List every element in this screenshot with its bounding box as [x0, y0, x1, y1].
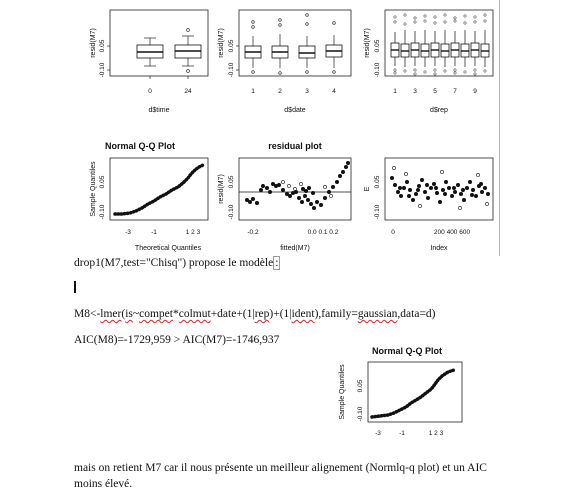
formula-part: is — [125, 308, 133, 320]
conclusion-paragraph: mais on retient M7 car il nous présente … — [74, 462, 487, 490]
residual-points — [245, 161, 350, 210]
y-axis-label: Sample Quantiles — [90, 161, 97, 217]
plot-frame — [367, 361, 463, 423]
plot-frame — [238, 9, 352, 77]
date-boxes — [244, 13, 343, 75]
x-axis-label: d$date — [284, 107, 306, 114]
plot-frame — [238, 157, 352, 221]
x-tick-label: 7 — [453, 88, 457, 95]
x-tick-label: 2 — [278, 88, 282, 95]
y-axis-label: resid(M7) — [90, 28, 97, 58]
residual-plot-panel: residual plot resid(M7) 0.05 -0.10 -0.2 … — [213, 130, 356, 258]
plot-title: Normal Q-Q Plot — [372, 346, 442, 356]
formula-part: M8<- — [74, 308, 101, 320]
boxplot-rep-panel: resid(M7) 0.05 -0.10 1 3 5 7 9 d$rep — [356, 0, 499, 128]
plot-frame — [384, 9, 494, 77]
y-tick-label: -0.10 — [357, 406, 364, 421]
box-24 — [174, 28, 202, 73]
plot-title: residual plot — [268, 141, 322, 151]
x-tick-label: 4 — [332, 88, 336, 95]
formula-part: ,data=d) — [397, 308, 436, 320]
y-axis-label: resid(M7) — [218, 28, 225, 58]
x-tick-label: 1 — [393, 88, 397, 95]
x-tick-label: -1 — [399, 430, 405, 437]
formula-part: colmut — [178, 308, 211, 320]
formula-part: )+(1| — [269, 308, 292, 320]
boxplot-date-panel: resid(M7) 0.05 -0.10 1 2 3 4 d$date — [213, 0, 356, 128]
page-margin-line — [499, 0, 500, 256]
formula-part: compet — [139, 308, 173, 320]
y-tick-label: -0.10 — [228, 204, 235, 219]
y-tick-label: 0.05 — [357, 379, 364, 392]
formula-part: rep — [254, 308, 270, 320]
x-tick-label: 3 — [413, 88, 417, 95]
x-tick-label: -3 — [125, 229, 131, 236]
formula-part: ident — [291, 308, 315, 320]
boxplot-time-panel: resid(M7) 0.05 -0.10 0 24 d$time — [70, 0, 213, 128]
x-tick-label: 0.0 0.1 0.2 — [308, 229, 339, 236]
text-cursor — [74, 281, 76, 293]
residual-diagnostics-figure: resid(M7) 0.05 -0.10 0 24 d$time — [70, 0, 499, 258]
qq-points — [113, 163, 205, 216]
y-tick-label: 0.05 — [374, 39, 381, 52]
y-tick-label: 0.05 — [228, 175, 235, 188]
formula-part: ~ — [132, 308, 140, 320]
y-tick-label: -0.10 — [99, 62, 106, 77]
plot-frame — [109, 157, 209, 221]
drop1-text: drop1(M7,test="Chisq") propose le modèle — [74, 257, 274, 269]
x-axis-label: Index — [430, 245, 448, 252]
y-axis-label: resid(M7) — [364, 28, 371, 58]
rep-outliers — [393, 13, 487, 76]
y-tick-label: 0.05 — [99, 175, 106, 188]
y-tick-label: -0.10 — [228, 62, 235, 77]
qq-plot-bottom-panel: Normal Q-Q Plot Sample Quantiles 0.05 -0… — [334, 340, 464, 440]
x-tick-label: 5 — [433, 88, 437, 95]
formula-part: ),family= — [314, 308, 358, 320]
x-axis-label: fitted(M7) — [280, 245, 310, 252]
x-tick-label: 3 — [305, 88, 309, 95]
rep-boxes — [390, 30, 490, 67]
y-tick-label: -0.10 — [99, 204, 106, 219]
x-tick-label: -1 — [151, 229, 157, 236]
drop1-line: drop1(M7,test="Chisq") propose le modèle… — [74, 256, 281, 270]
x-tick-label: 24 — [184, 88, 192, 95]
y-tick-label: -0.10 — [374, 204, 381, 219]
x-tick-label: 1 — [251, 88, 255, 95]
x-axis-label: d$time — [148, 107, 169, 114]
x-tick-label: 1 2 3 — [186, 229, 201, 236]
formula-part: lmer — [100, 308, 122, 320]
y-tick-label: -0.10 — [374, 62, 381, 77]
box-0 — [136, 37, 164, 67]
plot-title: Normal Q-Q Plot — [105, 141, 175, 151]
x-tick-label: 0 — [148, 88, 152, 95]
x-tick-label: -0.2 — [247, 229, 259, 236]
qq-plot-panel: Normal Q-Q Plot Sample Quantiles 0.05 -0… — [70, 130, 213, 258]
index-points — [390, 176, 490, 204]
y-tick-label: 0.05 — [228, 39, 235, 52]
x-axis-label: Theoretical Quantiles — [135, 245, 202, 252]
y-tick-label: 0.05 — [99, 39, 106, 52]
index-residual-panel: E 0.05 -0.10 0 200 400 600 Index — [356, 130, 499, 258]
y-axis-label: Sample Quantiles — [339, 364, 346, 420]
plot-frame — [384, 157, 494, 221]
plot-frame — [109, 9, 209, 77]
model-formula-line: M8<-lmer(is~compet*colmut+date+(1|rep)+(… — [74, 307, 436, 321]
qq-points — [370, 368, 456, 419]
formula-part: gaussian — [357, 308, 398, 320]
aic-comparison-line: AIC(M8)=-1729,959 > AIC(M7)=-1746,937 — [74, 334, 280, 346]
y-axis-label: resid(M7) — [218, 174, 225, 204]
formula-part: * — [172, 308, 179, 320]
y-axis-label: E — [364, 186, 371, 191]
x-tick-label: 0 — [391, 229, 395, 236]
x-axis-label: d$rep — [430, 107, 448, 114]
y-tick-label: 0.05 — [374, 175, 381, 188]
field-marker: : — [273, 256, 281, 270]
formula-part: ( — [121, 308, 126, 320]
x-tick-label: 200 400 600 — [434, 229, 471, 236]
x-tick-label: -3 — [375, 430, 381, 437]
x-tick-label: 9 — [473, 88, 477, 95]
x-tick-label: 1 2 3 — [429, 430, 444, 437]
formula-part: +date+(1| — [210, 308, 255, 320]
